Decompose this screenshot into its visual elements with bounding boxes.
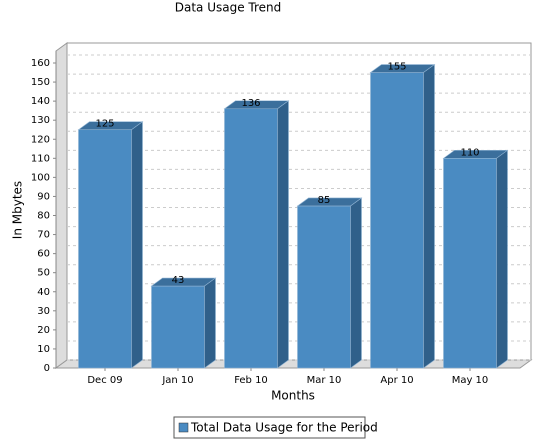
bar xyxy=(442,149,509,369)
bar-side xyxy=(277,100,289,369)
y-tick-label: 140 xyxy=(31,96,50,107)
bar-front xyxy=(370,72,424,369)
y-tick-label: 30 xyxy=(37,306,50,317)
bar-side xyxy=(423,63,435,369)
y-tick-label: 100 xyxy=(31,172,50,183)
bar-front xyxy=(443,158,497,369)
y-tick-label: 150 xyxy=(31,77,50,88)
y-tick-label: 110 xyxy=(31,153,50,164)
bar xyxy=(369,63,436,369)
legend-box xyxy=(173,416,366,439)
bar-side xyxy=(204,277,216,369)
x-tick-label: Jan 10 xyxy=(161,375,193,386)
x-tick-label: Feb 10 xyxy=(234,375,268,386)
x-tick-label: Dec 09 xyxy=(87,375,122,386)
value-label: 125 xyxy=(95,119,114,130)
x-tick-label: May 10 xyxy=(452,375,489,386)
x-axis-label: Months xyxy=(271,389,315,403)
plot: 0 10 20 30 40 50 60 70 80 90 100 110 120 130 140 150 160… xyxy=(31,42,533,386)
value-label: 43 xyxy=(172,275,185,286)
x-tick-label: Mar 10 xyxy=(307,375,342,386)
value-label: 155 xyxy=(387,62,406,73)
bar xyxy=(223,100,290,369)
x-tick-label: Apr 10 xyxy=(380,375,413,386)
value-label: 110 xyxy=(460,147,479,158)
bar-side xyxy=(496,149,508,369)
y-axis-label: In Mbytes xyxy=(11,181,25,239)
chart-title: Data Usage Trend xyxy=(175,1,282,15)
y-tick-label: 90 xyxy=(37,191,50,202)
y-tick-label: 70 xyxy=(37,230,50,241)
bar-front xyxy=(297,205,351,369)
value-label: 136 xyxy=(241,98,260,109)
y-tick-label: 50 xyxy=(37,268,50,279)
y-tick-label: 130 xyxy=(31,115,50,126)
bar xyxy=(150,277,217,369)
legend-swatch xyxy=(178,422,189,433)
bar-front xyxy=(78,129,132,369)
bar xyxy=(77,121,144,369)
y-tick-label: 80 xyxy=(37,211,50,222)
value-label: 85 xyxy=(318,195,331,206)
y-tick-label: 20 xyxy=(37,325,50,336)
y-tick-label: 160 xyxy=(31,58,50,69)
bar-side xyxy=(131,121,143,369)
bar-side xyxy=(350,197,362,369)
side-wall xyxy=(55,42,68,369)
y-tick-label: 120 xyxy=(31,134,50,145)
legend-label: Total Data Usage for the Period xyxy=(190,421,378,435)
legend: Total Data Usage for the Period xyxy=(173,416,378,439)
y-tick-label: 40 xyxy=(37,287,50,298)
y-tick-label: 10 xyxy=(37,344,50,355)
bar-front xyxy=(224,108,278,369)
bar-front xyxy=(151,285,205,369)
y-tick-label: 60 xyxy=(37,249,50,260)
bar xyxy=(296,197,363,369)
y-tick-label: 0 xyxy=(44,363,50,374)
